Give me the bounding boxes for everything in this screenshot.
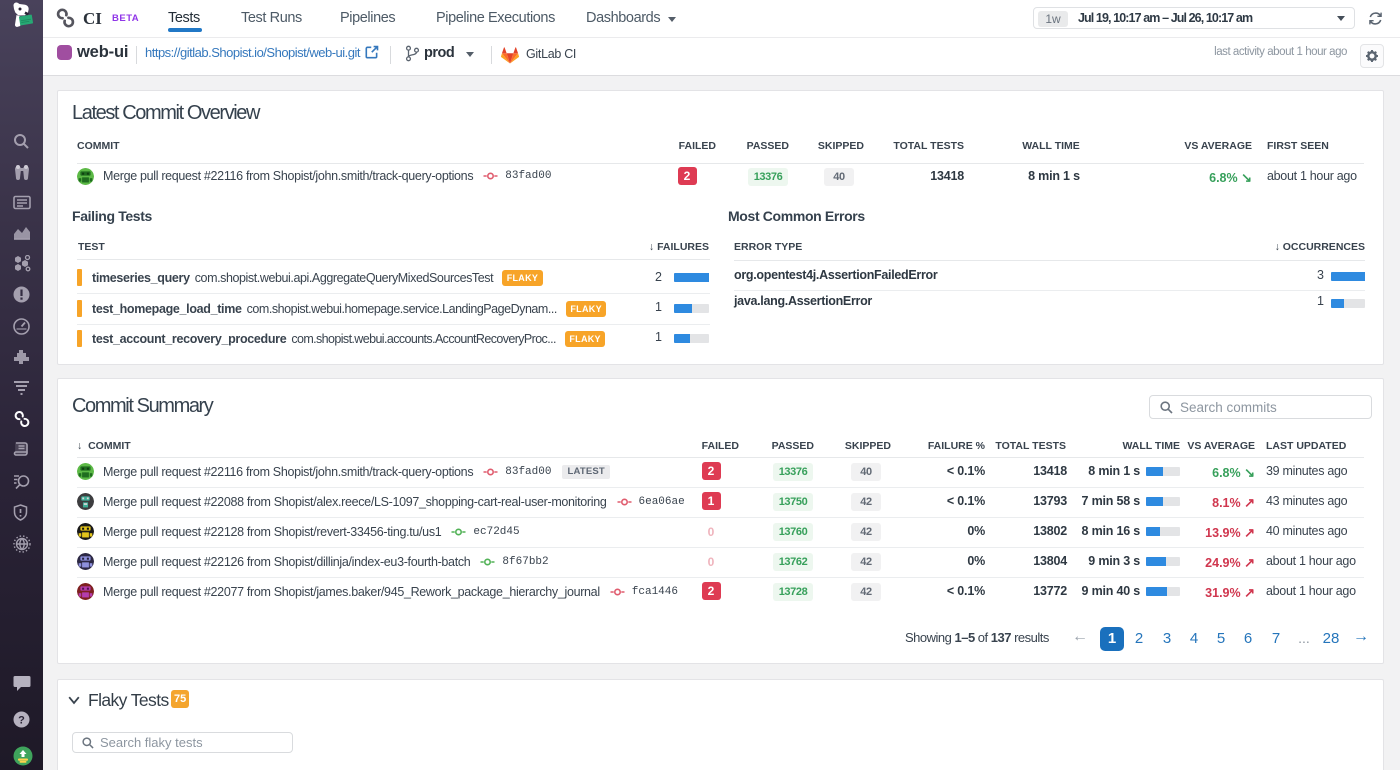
svg-text:?: ? xyxy=(18,715,25,727)
